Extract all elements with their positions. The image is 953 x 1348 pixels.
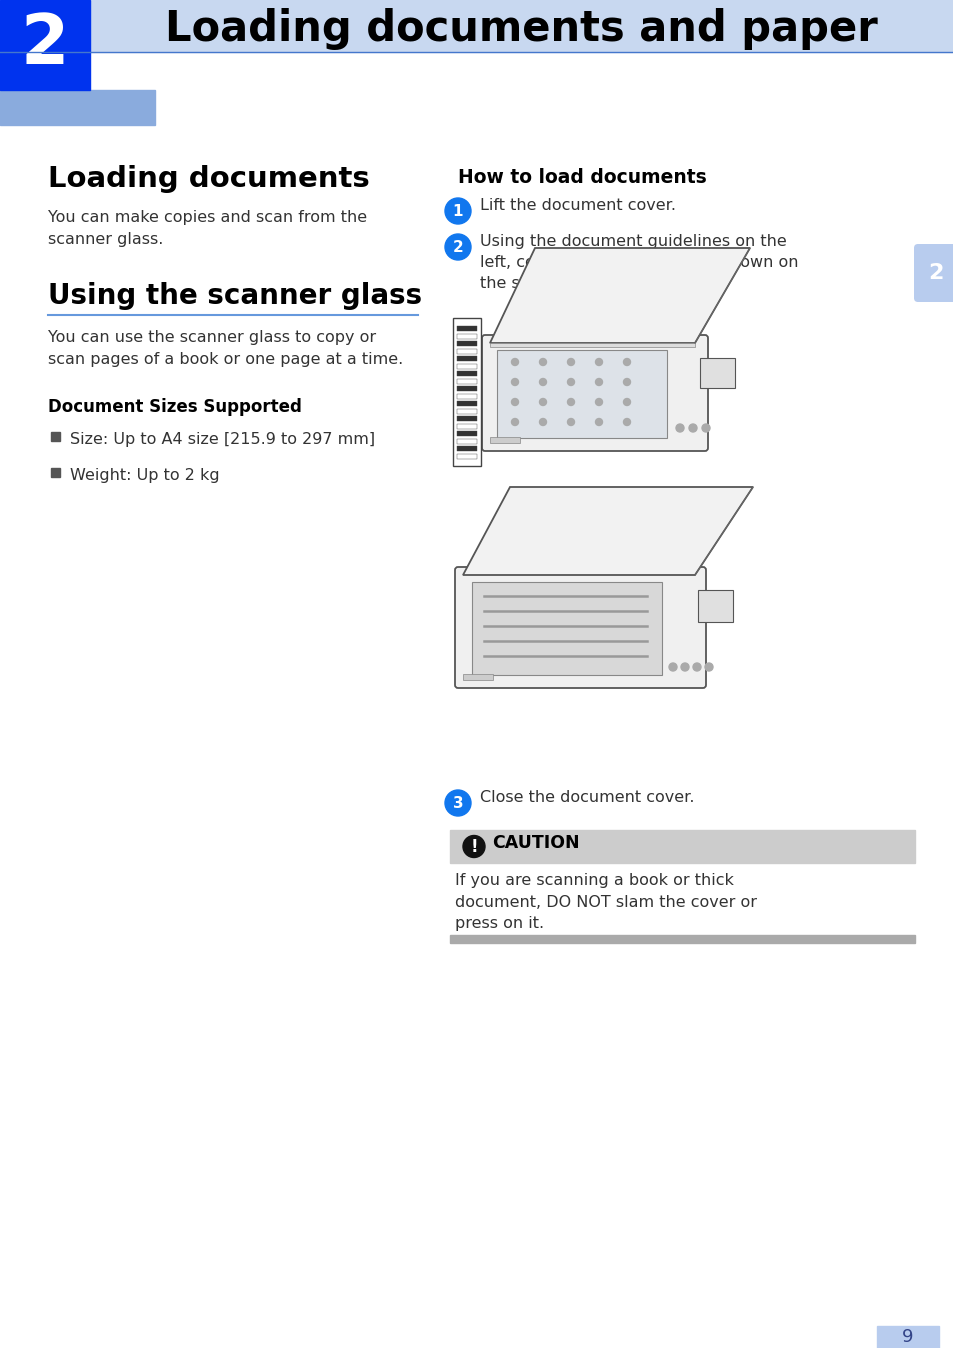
Circle shape — [692, 663, 700, 671]
Bar — [456, 364, 476, 368]
Bar — [456, 333, 476, 338]
Circle shape — [595, 399, 602, 406]
Text: How to load documents: How to load documents — [457, 168, 706, 187]
Bar — [456, 446, 476, 452]
Bar — [456, 379, 476, 383]
Bar — [700, 359, 734, 388]
Circle shape — [511, 379, 518, 386]
Circle shape — [567, 399, 574, 406]
Text: 9: 9 — [902, 1328, 913, 1347]
Text: 1: 1 — [453, 204, 463, 218]
Circle shape — [688, 425, 697, 431]
FancyBboxPatch shape — [913, 244, 953, 302]
Bar — [456, 341, 476, 346]
Circle shape — [623, 418, 630, 426]
Circle shape — [511, 418, 518, 426]
Circle shape — [511, 399, 518, 406]
Text: !: ! — [470, 837, 477, 856]
Text: 2: 2 — [452, 240, 463, 255]
FancyBboxPatch shape — [481, 336, 707, 452]
Text: 3: 3 — [453, 795, 463, 810]
Text: Document Sizes Supported: Document Sizes Supported — [48, 398, 301, 417]
Circle shape — [462, 836, 484, 857]
Circle shape — [704, 663, 712, 671]
Circle shape — [676, 425, 683, 431]
Bar — [472, 582, 661, 675]
Circle shape — [539, 359, 546, 365]
Bar — [450, 936, 914, 944]
Text: Close the document cover.: Close the document cover. — [479, 790, 694, 805]
Bar — [51, 468, 60, 477]
Bar — [490, 437, 519, 443]
Text: 2: 2 — [927, 263, 943, 283]
Polygon shape — [490, 342, 695, 346]
Circle shape — [701, 425, 709, 431]
Circle shape — [567, 379, 574, 386]
Text: Lift the document cover.: Lift the document cover. — [479, 198, 676, 213]
Text: 2: 2 — [21, 12, 70, 78]
Bar — [456, 400, 476, 406]
Circle shape — [539, 399, 546, 406]
Bar — [456, 453, 476, 458]
Circle shape — [668, 663, 677, 671]
Bar — [456, 417, 476, 421]
Circle shape — [567, 359, 574, 365]
Bar — [456, 349, 476, 353]
Bar — [456, 386, 476, 391]
Text: Loading documents and paper: Loading documents and paper — [165, 8, 877, 50]
Circle shape — [567, 418, 574, 426]
Circle shape — [623, 359, 630, 365]
Text: CAUTION: CAUTION — [492, 834, 579, 852]
Circle shape — [444, 235, 471, 260]
Polygon shape — [490, 248, 749, 342]
Circle shape — [595, 379, 602, 386]
Text: Size: Up to A4 size [215.9 to 297 mm]: Size: Up to A4 size [215.9 to 297 mm] — [70, 431, 375, 448]
Bar — [450, 830, 914, 863]
Text: Loading documents: Loading documents — [48, 164, 370, 193]
Circle shape — [444, 198, 471, 224]
Circle shape — [595, 359, 602, 365]
Text: If you are scanning a book or thick
document, DO NOT slam the cover or
press on : If you are scanning a book or thick docu… — [455, 874, 757, 931]
Bar — [698, 590, 732, 621]
Bar — [456, 371, 476, 376]
Bar — [453, 318, 480, 466]
Bar — [51, 431, 60, 441]
Text: You can make copies and scan from the
scanner glass.: You can make copies and scan from the sc… — [48, 210, 367, 247]
Bar — [876, 1326, 938, 1348]
Circle shape — [623, 399, 630, 406]
Bar — [462, 674, 493, 679]
Polygon shape — [462, 487, 752, 576]
Bar — [456, 394, 476, 399]
Bar — [0, 90, 154, 125]
Circle shape — [595, 418, 602, 426]
Text: Using the document guidelines on the
left, center the document face down on
the : Using the document guidelines on the lef… — [479, 235, 798, 291]
Circle shape — [680, 663, 688, 671]
Circle shape — [623, 379, 630, 386]
Circle shape — [539, 379, 546, 386]
Bar — [456, 408, 476, 414]
Bar — [456, 356, 476, 361]
Bar — [456, 423, 476, 429]
Bar — [456, 326, 476, 332]
Circle shape — [539, 418, 546, 426]
Circle shape — [444, 790, 471, 816]
Bar — [497, 350, 666, 438]
Bar — [456, 438, 476, 443]
Text: You can use the scanner glass to copy or
scan pages of a book or one page at a t: You can use the scanner glass to copy or… — [48, 330, 403, 367]
Bar — [0, 0, 953, 53]
Circle shape — [511, 359, 518, 365]
Text: Using the scanner glass: Using the scanner glass — [48, 282, 421, 310]
FancyBboxPatch shape — [455, 568, 705, 687]
Bar — [456, 431, 476, 435]
Text: Weight: Up to 2 kg: Weight: Up to 2 kg — [70, 468, 219, 483]
Bar — [0, 0, 90, 90]
